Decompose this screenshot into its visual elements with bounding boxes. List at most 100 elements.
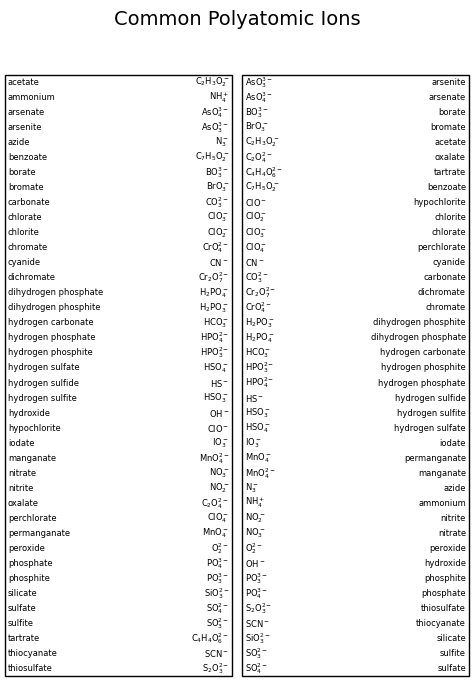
- Text: peroxide: peroxide: [8, 544, 45, 553]
- Text: $\mathregular{NO_2^-}$: $\mathregular{NO_2^-}$: [209, 482, 229, 495]
- Text: hydrogen sulfite: hydrogen sulfite: [397, 408, 466, 417]
- Text: phosphite: phosphite: [8, 574, 50, 583]
- Text: hydrogen sulfate: hydrogen sulfate: [394, 423, 466, 432]
- Text: borate: borate: [8, 168, 36, 177]
- Text: $\mathregular{SCN^-}$: $\mathregular{SCN^-}$: [245, 618, 270, 629]
- Text: $\mathregular{AsO_4^{3-}}$: $\mathregular{AsO_4^{3-}}$: [201, 105, 229, 120]
- Text: hydroxide: hydroxide: [8, 408, 50, 417]
- Text: azide: azide: [444, 484, 466, 492]
- Text: $\mathregular{HPO_4^{2-}}$: $\mathregular{HPO_4^{2-}}$: [245, 376, 274, 391]
- Text: $\mathregular{HPO_3^{2-}}$: $\mathregular{HPO_3^{2-}}$: [200, 345, 229, 360]
- Text: $\mathregular{NO_3^-}$: $\mathregular{NO_3^-}$: [209, 466, 229, 480]
- Text: $\mathregular{O_2^{2-}}$: $\mathregular{O_2^{2-}}$: [211, 541, 229, 555]
- Text: carbonate: carbonate: [423, 274, 466, 282]
- Text: $\mathregular{AsO_3^{3-}}$: $\mathregular{AsO_3^{3-}}$: [245, 75, 273, 90]
- Text: $\mathregular{C_4H_4O_6^{2-}}$: $\mathregular{C_4H_4O_6^{2-}}$: [245, 166, 283, 180]
- Text: hydrogen sulfite: hydrogen sulfite: [8, 393, 77, 403]
- Text: acetate: acetate: [8, 78, 40, 87]
- Text: $\mathregular{H_2PO_3^-}$: $\mathregular{H_2PO_3^-}$: [200, 301, 229, 315]
- Text: $\mathregular{O_2^{2-}}$: $\mathregular{O_2^{2-}}$: [245, 541, 263, 555]
- Text: $\mathregular{SiO_3^{2-}}$: $\mathregular{SiO_3^{2-}}$: [203, 586, 229, 601]
- Text: phosphite: phosphite: [424, 574, 466, 583]
- Text: chlorate: chlorate: [8, 213, 43, 222]
- Text: hydrogen phosphate: hydrogen phosphate: [8, 333, 95, 343]
- Text: $\mathregular{SiO_3^{2-}}$: $\mathregular{SiO_3^{2-}}$: [245, 631, 271, 646]
- Text: $\mathregular{HS^-}$: $\mathregular{HS^-}$: [210, 378, 229, 389]
- Text: hydrogen sulfide: hydrogen sulfide: [395, 393, 466, 403]
- Text: $\mathregular{NO_2^-}$: $\mathregular{NO_2^-}$: [245, 512, 265, 525]
- Text: Common Polyatomic Ions: Common Polyatomic Ions: [114, 10, 360, 29]
- Text: hydrogen sulfide: hydrogen sulfide: [8, 378, 79, 388]
- Text: dichromate: dichromate: [418, 289, 466, 298]
- Text: $\mathregular{S_2O_3^{2-}}$: $\mathregular{S_2O_3^{2-}}$: [202, 661, 229, 676]
- Text: nitrite: nitrite: [8, 484, 33, 492]
- Text: $\mathregular{MnO_4^{2-}}$: $\mathregular{MnO_4^{2-}}$: [199, 451, 229, 466]
- Text: $\mathregular{ClO_2^-}$: $\mathregular{ClO_2^-}$: [207, 226, 229, 239]
- Text: silicate: silicate: [436, 634, 466, 643]
- Text: $\mathregular{SO_4^{2-}}$: $\mathregular{SO_4^{2-}}$: [206, 601, 229, 616]
- Text: $\mathregular{N_3^-}$: $\mathregular{N_3^-}$: [215, 136, 229, 149]
- Text: $\mathregular{ClO_2^-}$: $\mathregular{ClO_2^-}$: [245, 211, 267, 224]
- Text: dihydrogen phosphite: dihydrogen phosphite: [374, 319, 466, 328]
- Text: arsenite: arsenite: [431, 78, 466, 87]
- Text: $\mathregular{ClO^-}$: $\mathregular{ClO^-}$: [207, 423, 229, 434]
- Text: $\mathregular{AsO_3^{3-}}$: $\mathregular{AsO_3^{3-}}$: [201, 120, 229, 135]
- Text: peroxide: peroxide: [429, 544, 466, 553]
- Text: $\mathregular{AsO_4^{3-}}$: $\mathregular{AsO_4^{3-}}$: [245, 90, 273, 105]
- Text: thiocyanate: thiocyanate: [416, 619, 466, 628]
- Text: $\mathregular{H_2PO_4^-}$: $\mathregular{H_2PO_4^-}$: [200, 286, 229, 300]
- Text: $\mathregular{IO_3^-}$: $\mathregular{IO_3^-}$: [212, 436, 229, 450]
- Text: carbonate: carbonate: [8, 198, 51, 207]
- Text: nitrite: nitrite: [441, 514, 466, 523]
- Text: hydrogen phosphite: hydrogen phosphite: [8, 348, 93, 358]
- Text: perchlorate: perchlorate: [8, 514, 56, 523]
- Text: thiosulfate: thiosulfate: [421, 604, 466, 613]
- Text: chlorite: chlorite: [8, 228, 40, 237]
- Text: nitrate: nitrate: [438, 529, 466, 538]
- Text: thiocyanate: thiocyanate: [8, 649, 58, 658]
- Text: $\mathregular{OH^-}$: $\mathregular{OH^-}$: [209, 408, 229, 419]
- Text: $\mathregular{ClO_3^-}$: $\mathregular{ClO_3^-}$: [245, 226, 267, 239]
- Text: $\mathregular{HS^-}$: $\mathregular{HS^-}$: [245, 393, 264, 404]
- Text: oxalate: oxalate: [435, 153, 466, 162]
- Text: $\mathregular{BrO_3^-}$: $\mathregular{BrO_3^-}$: [245, 121, 268, 134]
- Text: $\mathregular{NO_3^-}$: $\mathregular{NO_3^-}$: [245, 527, 265, 540]
- Text: dihydrogen phosphate: dihydrogen phosphate: [371, 333, 466, 343]
- Text: permanganate: permanganate: [404, 453, 466, 462]
- Text: nitrate: nitrate: [8, 469, 36, 477]
- Text: manganate: manganate: [8, 453, 56, 462]
- Text: arsenate: arsenate: [8, 108, 45, 117]
- Text: bromate: bromate: [8, 183, 44, 192]
- Text: $\mathregular{HCO_3^-}$: $\mathregular{HCO_3^-}$: [203, 316, 229, 330]
- Text: $\mathregular{BO_3^{3-}}$: $\mathregular{BO_3^{3-}}$: [245, 105, 269, 120]
- Text: $\mathregular{MnO_4^-}$: $\mathregular{MnO_4^-}$: [202, 527, 229, 540]
- Text: $\mathregular{BrO_3^-}$: $\mathregular{BrO_3^-}$: [206, 181, 229, 194]
- Text: $\mathregular{CN^-}$: $\mathregular{CN^-}$: [210, 257, 229, 268]
- Text: $\mathregular{BO_3^{3-}}$: $\mathregular{BO_3^{3-}}$: [205, 166, 229, 180]
- Text: chlorite: chlorite: [434, 213, 466, 222]
- Text: hydrogen sulfate: hydrogen sulfate: [8, 363, 80, 373]
- Text: $\mathregular{ClO^-}$: $\mathregular{ClO^-}$: [245, 197, 267, 208]
- Text: $\mathregular{PO_3^{3-}}$: $\mathregular{PO_3^{3-}}$: [206, 571, 229, 586]
- Text: azide: azide: [8, 138, 30, 147]
- Text: chlorate: chlorate: [431, 228, 466, 237]
- Text: tartrate: tartrate: [8, 634, 40, 643]
- Text: $\mathregular{Cr_2O_7^{2-}}$: $\mathregular{Cr_2O_7^{2-}}$: [245, 285, 276, 300]
- Text: $\mathregular{SO_3^{2-}}$: $\mathregular{SO_3^{2-}}$: [245, 646, 268, 661]
- Bar: [5, 75, 232, 676]
- Text: $\mathregular{MnO_4^-}$: $\mathregular{MnO_4^-}$: [245, 451, 272, 465]
- Text: chromate: chromate: [8, 244, 48, 252]
- Text: $\mathregular{ClO_3^-}$: $\mathregular{ClO_3^-}$: [207, 211, 229, 224]
- Text: ammonium: ammonium: [8, 93, 56, 102]
- Text: dichromate: dichromate: [8, 274, 56, 282]
- Text: $\mathregular{HSO_4^-}$: $\mathregular{HSO_4^-}$: [245, 421, 271, 435]
- Text: permanganate: permanganate: [8, 529, 70, 538]
- Text: cyanide: cyanide: [8, 259, 41, 267]
- Text: $\mathregular{ClO_4^-}$: $\mathregular{ClO_4^-}$: [245, 241, 267, 254]
- Text: $\mathregular{H_2PO_3^-}$: $\mathregular{H_2PO_3^-}$: [245, 316, 274, 330]
- Text: $\mathregular{N_3^-}$: $\mathregular{N_3^-}$: [245, 482, 259, 495]
- Text: $\mathregular{HCO_3^-}$: $\mathregular{HCO_3^-}$: [245, 346, 271, 360]
- Text: $\mathregular{C_7H_5O_2^-}$: $\mathregular{C_7H_5O_2^-}$: [195, 151, 229, 164]
- Text: $\mathregular{CrO_4^{2-}}$: $\mathregular{CrO_4^{2-}}$: [245, 300, 272, 315]
- Text: $\mathregular{NH_4^+}$: $\mathregular{NH_4^+}$: [209, 90, 229, 105]
